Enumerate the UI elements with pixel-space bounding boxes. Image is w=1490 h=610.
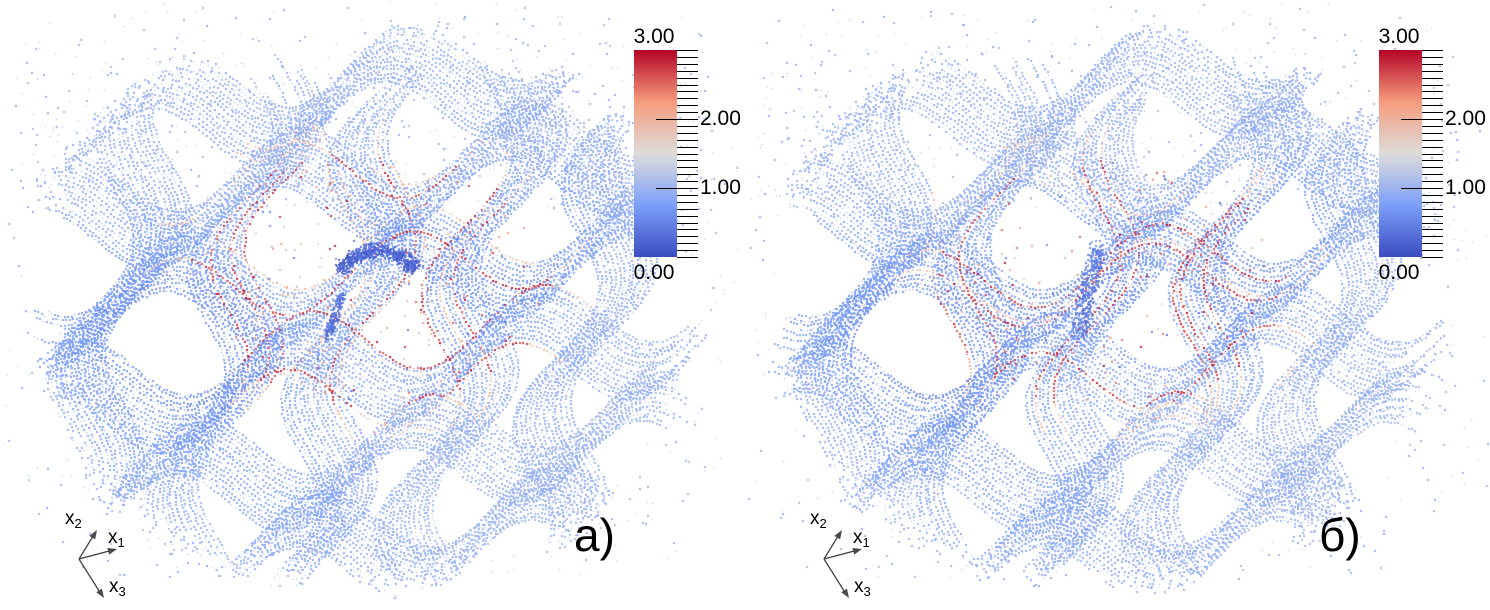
panel-b: 3.00 2.00 1.00 0.00 x2 x1 x3 б)	[745, 0, 1490, 610]
panel-label-b: б)	[1319, 509, 1361, 561]
axis-arrowhead-x2	[834, 530, 842, 540]
axis-label-x2: x2	[65, 508, 82, 531]
axes-triad: x2 x1 x3	[810, 508, 871, 599]
axis-arrow-x3	[78, 558, 102, 595]
axis-arrow-x1	[823, 549, 859, 560]
axis-label-x2: x2	[810, 508, 827, 531]
point-cloud-canvas-a	[0, 0, 745, 610]
axis-label-x3: x3	[109, 576, 126, 599]
panel-a: 3.00 2.00 1.00 0.00 x2 x1 x3 а)	[0, 0, 745, 610]
axis-arrowhead-x2	[89, 530, 97, 540]
point-cloud-canvas-b	[745, 0, 1490, 610]
axis-label-x1: x1	[108, 527, 125, 550]
axis-label-x3: x3	[854, 576, 871, 599]
axis-arrow-x1	[78, 549, 114, 560]
axis-arrow-x3	[823, 558, 847, 595]
axis-arrowhead-x1	[852, 548, 862, 555]
axis-arrowhead-x3	[96, 588, 104, 598]
axis-arrowhead-x1	[107, 548, 117, 555]
axis-arrowhead-x3	[841, 588, 849, 598]
panel-label-a: а)	[574, 509, 615, 561]
axes-triad: x2 x1 x3	[65, 508, 126, 599]
axis-label-x1: x1	[853, 527, 870, 550]
